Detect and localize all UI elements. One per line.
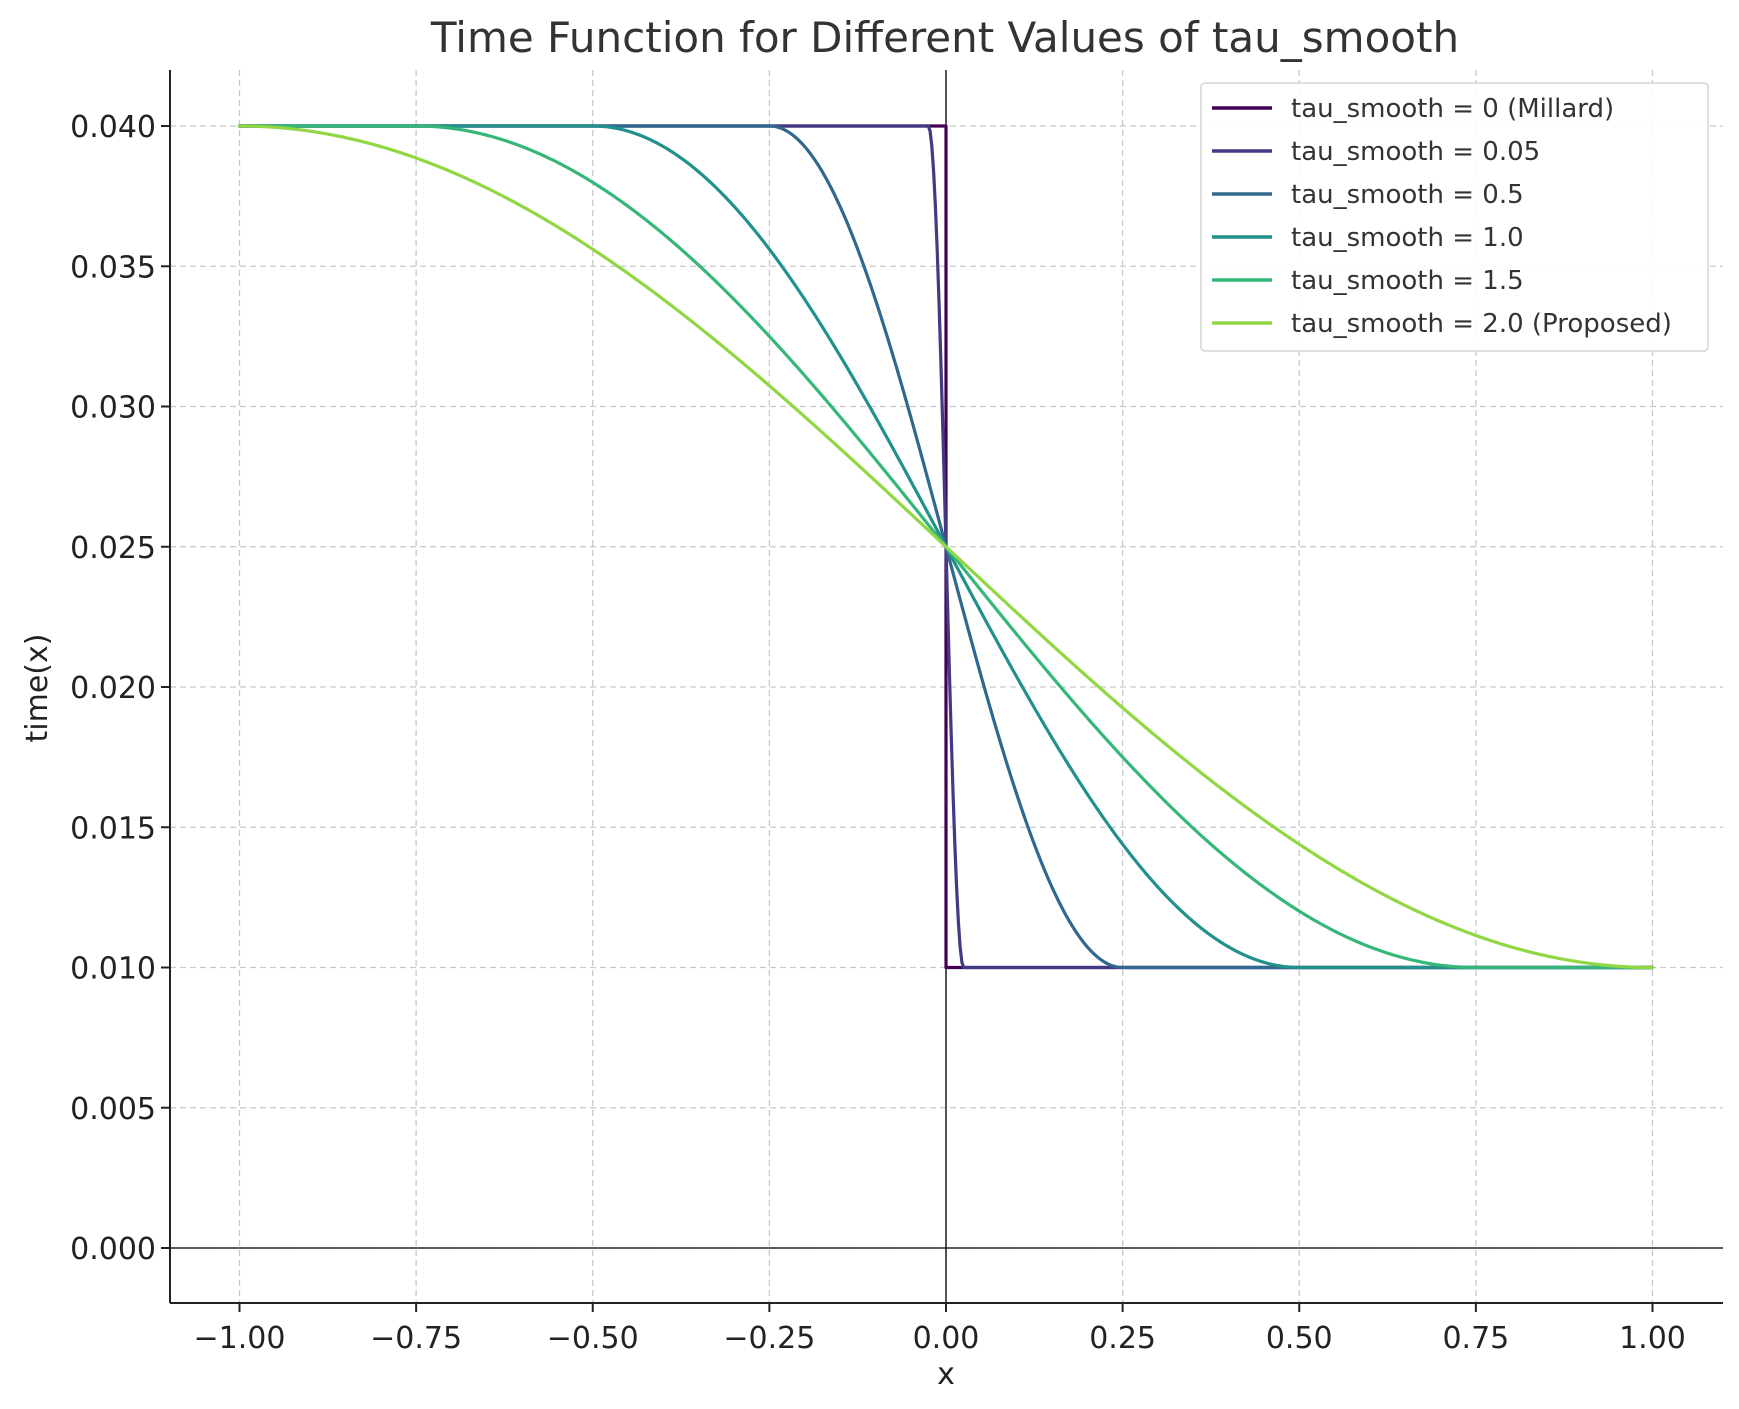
y-tick-label: 0.020 xyxy=(70,671,156,706)
y-tick-label: 0.010 xyxy=(70,952,156,987)
x-tick-label: 0.00 xyxy=(913,1321,980,1356)
x-tick-label: 1.00 xyxy=(1619,1321,1686,1356)
x-tick-label: 0.25 xyxy=(1089,1321,1156,1356)
x-tick-label: −0.50 xyxy=(547,1321,639,1356)
legend-label: tau_smooth = 0.05 xyxy=(1291,137,1540,167)
legend-label: tau_smooth = 2.0 (Proposed) xyxy=(1291,309,1672,339)
y-tick-label: 0.015 xyxy=(70,811,156,846)
plot-area xyxy=(237,124,1655,970)
legend-frame xyxy=(1200,82,1709,352)
legend: tau_smooth = 0 (Millard) tau_smooth = 0.0… xyxy=(1200,82,1709,352)
x-tick-label: 0.75 xyxy=(1442,1321,1509,1356)
x-tick-label: 0.50 xyxy=(1266,1321,1333,1356)
y-tick-label: 0.030 xyxy=(70,391,156,426)
x-tick-label: −0.25 xyxy=(723,1321,815,1356)
y-tick-label: 0.000 xyxy=(70,1232,156,1267)
y-ticks: 0.000 0.005 0.010 0.015 0.020 0.025 0.030 0.035… xyxy=(70,110,170,1267)
y-axis-label: time(x) xyxy=(20,634,55,743)
x-tick-label: −1.00 xyxy=(194,1321,286,1356)
x-tick-label: −0.75 xyxy=(370,1321,462,1356)
y-tick-label: 0.035 xyxy=(70,250,156,285)
legend-label: tau_smooth = 1.0 xyxy=(1291,223,1524,253)
series-line-5 xyxy=(237,124,1655,970)
legend-label: tau_smooth = 0 (Millard) xyxy=(1291,94,1614,124)
y-tick-label: 0.025 xyxy=(70,531,156,566)
legend-label: tau_smooth = 1.5 xyxy=(1291,266,1524,296)
x-axis-label: x xyxy=(937,1357,955,1392)
chart-title: Time Function for Different Values of ta… xyxy=(430,13,1459,62)
y-tick-label: 0.005 xyxy=(70,1092,156,1127)
legend-label: tau_smooth = 0.5 xyxy=(1291,180,1524,210)
x-ticks: −1.00 −0.75 −0.50 −0.25 0.00 0.25 0.50 0.75 1.00 xyxy=(194,1303,1686,1356)
y-tick-label: 0.040 xyxy=(70,110,156,145)
